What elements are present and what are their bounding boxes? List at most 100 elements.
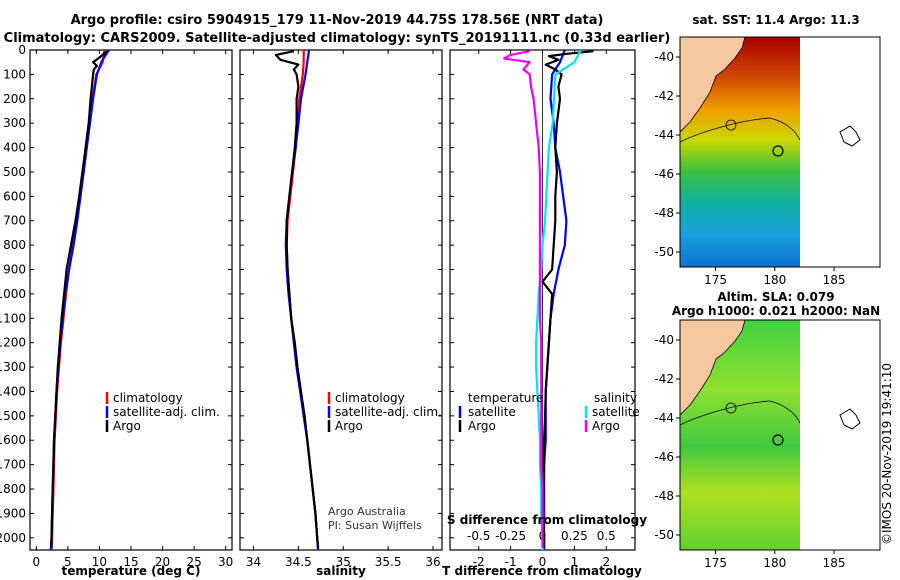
legend-salinity-title: salinity bbox=[594, 391, 637, 405]
x-tick-label: -2 bbox=[473, 555, 485, 569]
series-s-satellite bbox=[534, 50, 582, 550]
sla-map bbox=[680, 320, 880, 550]
x-tick-label: 0 bbox=[32, 555, 40, 569]
lon-tick-label: 180 bbox=[763, 556, 786, 570]
axis-ticks: 0100200300400500600700800900100011001200… bbox=[0, 43, 846, 570]
legend-label-satellite: satellite-adj. clim. bbox=[335, 405, 442, 419]
bathymetry-contour bbox=[680, 117, 801, 143]
temperature-plot-area bbox=[49, 50, 110, 550]
y-tick-label: 1600 bbox=[0, 433, 26, 447]
lat-tick-label: -44 bbox=[654, 128, 674, 142]
series-t-argo bbox=[541, 50, 594, 548]
x-tick-label: 5 bbox=[64, 555, 72, 569]
legend-label-s-argo: Argo bbox=[592, 419, 620, 433]
timestamp: ©IMOS 20-Nov-2019 19:41:10 bbox=[880, 363, 894, 545]
legend-label-s-satellite: satellite bbox=[592, 405, 640, 419]
island-outline bbox=[725, 119, 737, 131]
lon-tick-label: 185 bbox=[823, 556, 846, 570]
y-tick-label: 800 bbox=[3, 238, 26, 252]
lat-tick-label: -48 bbox=[654, 206, 674, 220]
y-tick-label: 1300 bbox=[0, 360, 26, 374]
y-tick-label: 1900 bbox=[0, 506, 26, 520]
y-tick-label: 1500 bbox=[0, 409, 26, 423]
lat-tick-label: -48 bbox=[654, 489, 674, 503]
legend-label-climatology: climatology bbox=[113, 391, 183, 405]
x-tick-label: 35.5 bbox=[375, 555, 402, 569]
x-tick-label: 34.5 bbox=[285, 555, 312, 569]
x-tick-label: 34 bbox=[246, 555, 261, 569]
sla-map-title1: Altim. SLA: 0.079 bbox=[717, 290, 834, 304]
chatham-island-outline bbox=[839, 125, 861, 147]
x-tick-label: 2 bbox=[602, 555, 610, 569]
island-outline bbox=[725, 402, 737, 414]
sst-map bbox=[680, 37, 880, 267]
lat-tick-label: -42 bbox=[654, 89, 674, 103]
credit-line2: PI: Susan Wijffels bbox=[328, 519, 422, 532]
legend-label-argo: Argo bbox=[113, 419, 141, 433]
difference-legend: temperature satellite Argo salinity sate… bbox=[458, 391, 640, 433]
x-tick-label: 10 bbox=[92, 555, 107, 569]
x-tick-label: 1 bbox=[571, 555, 579, 569]
y-tick-label: 1800 bbox=[0, 482, 26, 496]
y-tick-label: 1100 bbox=[0, 311, 26, 325]
x-tick-label: -1 bbox=[505, 555, 517, 569]
x2-tick-label: -0.5 bbox=[467, 529, 490, 543]
temperature-legend: climatology satellite-adj. clim. Argo bbox=[105, 391, 220, 433]
legend-label-climatology: climatology bbox=[335, 391, 405, 405]
credit-line1: Argo Australia bbox=[328, 505, 406, 518]
float-position-marker bbox=[772, 145, 784, 157]
y-tick-label: 100 bbox=[3, 67, 26, 81]
float-position-marker bbox=[772, 434, 784, 446]
legend-temperature-title: temperature bbox=[468, 391, 543, 405]
y-tick-label: 900 bbox=[3, 263, 26, 277]
x-tick-label: 25 bbox=[186, 555, 201, 569]
x-tick-label: 20 bbox=[155, 555, 170, 569]
sla-map-title2: Argo h1000: 0.021 h2000: NaN bbox=[672, 304, 880, 318]
y-tick-label: 1400 bbox=[0, 384, 26, 398]
series-t-satellite bbox=[542, 50, 568, 550]
y-tick-label: 0 bbox=[18, 43, 26, 57]
lat-tick-label: -42 bbox=[654, 372, 674, 386]
x2-tick-label: 0.5 bbox=[597, 529, 616, 543]
y-tick-label: 200 bbox=[3, 92, 26, 106]
chatham-island-outline bbox=[839, 408, 861, 430]
x-tick-label: 35 bbox=[336, 555, 351, 569]
x-tick-label: 36 bbox=[425, 555, 440, 569]
x2-tick-label: -0.25 bbox=[495, 529, 526, 543]
salinity-xlabel: salinity bbox=[316, 564, 366, 578]
lat-tick-label: -40 bbox=[654, 50, 674, 64]
lat-tick-label: -44 bbox=[654, 411, 674, 425]
legend-label-t-satellite: satellite bbox=[468, 405, 516, 419]
y-tick-label: 500 bbox=[3, 165, 26, 179]
y-tick-label: 1000 bbox=[0, 287, 26, 301]
salinity-plot-area bbox=[274, 50, 320, 550]
lon-tick-label: 185 bbox=[823, 273, 846, 287]
x2-tick-label: 0.25 bbox=[561, 529, 588, 543]
difference-xlabel2: S difference from climatology bbox=[447, 513, 647, 527]
temperature-xlabel: temperature (deg C) bbox=[62, 564, 201, 578]
temperature-panel-frame bbox=[29, 49, 233, 551]
land-mass bbox=[680, 37, 746, 133]
sst-map-title: sat. SST: 11.4 Argo: 11.3 bbox=[692, 13, 859, 27]
y-tick-label: 700 bbox=[3, 214, 26, 228]
lat-tick-label: -50 bbox=[654, 245, 674, 259]
difference-plot-area bbox=[503, 50, 594, 550]
sst-map-frame bbox=[679, 36, 881, 268]
legend-label-satellite: satellite-adj. clim. bbox=[113, 405, 220, 419]
lat-tick-label: -40 bbox=[654, 333, 674, 347]
lon-tick-label: 175 bbox=[704, 273, 727, 287]
lat-tick-label: -50 bbox=[654, 528, 674, 542]
series-climatology bbox=[285, 50, 320, 550]
x-tick-label: 0 bbox=[539, 555, 547, 569]
x-tick-label: 30 bbox=[218, 555, 233, 569]
lat-tick-label: -46 bbox=[654, 167, 674, 181]
salinity-legend: climatology satellite-adj. clim. Argo bbox=[327, 391, 442, 433]
bathymetry-contour bbox=[680, 400, 801, 426]
land-mass bbox=[680, 320, 746, 416]
difference-xlabel: T difference from climatology bbox=[442, 564, 642, 578]
y-tick-label: 2000 bbox=[0, 531, 26, 545]
legend-label-t-argo: Argo bbox=[468, 419, 496, 433]
legend-label-argo: Argo bbox=[335, 419, 363, 433]
figure-title-line1: Argo profile: csiro 5904915_179 11-Nov-2… bbox=[71, 13, 604, 28]
